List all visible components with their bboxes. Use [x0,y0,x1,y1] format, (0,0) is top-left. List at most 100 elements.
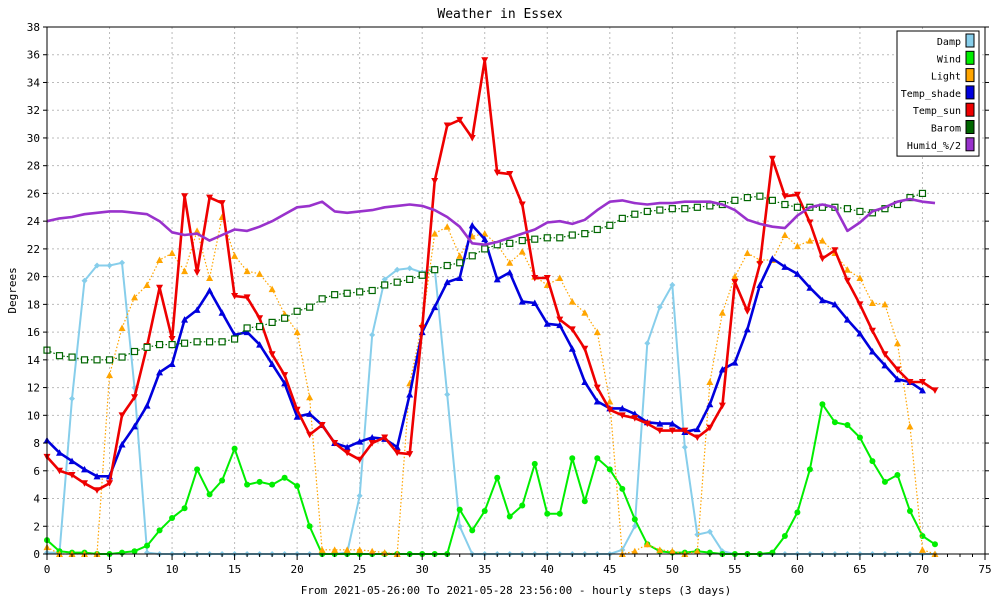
data-point-wind [494,474,501,481]
data-point-temp-sun [481,57,489,64]
data-point-temp-sun [768,155,776,163]
data-point-light [718,309,726,316]
data-point-barom [155,340,164,349]
data-point-temp-shade [793,270,801,277]
data-point-temp-shade [693,425,701,433]
data-point-temp-sun [193,269,201,276]
legend-label-temp-shade: Temp_shade [901,89,961,100]
legend-label-wind: Wind [937,54,961,65]
data-point-light [693,547,701,555]
y-tick-label: 26 [27,187,40,200]
data-point-temp-sun [743,308,751,315]
series-temp-shade [43,221,926,480]
data-point-temp-shade [193,306,201,313]
x-tick-label: 30 [416,563,429,576]
data-point-temp-shade [768,255,776,262]
data-point-barom [606,221,614,229]
data-point-light [506,259,514,266]
data-point-temp-sun [581,345,589,353]
data-point-temp-shade [456,274,464,282]
data-point-temp-sun [618,412,626,419]
data-point-barom [706,202,714,210]
y-tick-label: 20 [27,271,40,284]
data-point-temp-sun [518,201,526,209]
x-tick-label: 10 [165,563,178,576]
data-point-wind [206,491,213,498]
legend-label-light: Light [931,72,961,83]
y-tick-label: 38 [27,21,40,34]
data-point-damp [706,528,713,535]
x-axis-label: From 2021-05-26:00 To 2021-05-28 23:56:0… [301,584,731,597]
data-point-barom [368,286,376,295]
data-point-temp-sun [106,480,114,487]
data-point-wind [481,508,488,515]
data-point-barom [506,239,514,247]
x-tick-label: 70 [916,563,929,576]
data-point-barom [130,347,139,356]
data-point-light [318,546,326,553]
data-point-light [206,274,214,282]
y-tick-label: 22 [27,243,40,256]
data-point-wind [131,548,138,555]
data-point-temp-sun [706,424,714,432]
data-point-temp-shade [818,296,826,304]
data-point-barom [306,303,314,311]
data-point-temp-sun [693,434,701,442]
data-point-temp-shade [856,329,864,337]
data-point-temp-sun [893,366,901,374]
data-point-temp-sun [606,406,614,414]
data-point-temp-shade [806,284,814,291]
data-point-temp-sun [818,255,826,263]
data-point-temp-shade [181,316,189,323]
data-point-barom [231,335,239,343]
data-point-temp-sun [218,200,226,207]
data-point-light [356,546,364,553]
data-point-temp-sun [656,427,664,435]
data-point-temp-shade [506,268,514,276]
data-point-temp-shade [543,320,551,327]
data-point-light [906,422,914,430]
data-point-temp-sun [568,326,576,333]
data-point-temp-sun [393,449,401,457]
data-point-barom [393,278,401,286]
data-point-light [556,274,564,282]
data-point-light [156,256,164,263]
data-point-light [731,273,739,280]
data-point-temp-shade [443,278,451,286]
data-point-light [918,546,926,553]
data-point-light [306,393,314,401]
data-point-temp-shade [656,420,664,427]
data-point-barom [381,281,389,289]
data-point-temp-sun [681,427,689,435]
legend-label-damp: Damp [937,37,961,48]
data-point-light [643,540,651,548]
y-tick-label: 18 [27,298,40,311]
legend-swatch-damp [965,33,975,48]
data-point-light [568,298,576,305]
data-point-barom [543,234,551,242]
data-point-wind [281,474,288,481]
legend-swatch-light [965,68,975,83]
data-point-temp-sun [431,177,439,185]
data-point-temp-shade [306,410,314,417]
data-point-damp [381,276,388,283]
data-point-temp-sun [118,412,126,419]
data-point-barom [568,231,576,239]
data-point-light [293,328,301,336]
data-point-temp-shade [556,321,564,329]
data-point-temp-sun [443,122,451,129]
data-point-barom [406,275,414,284]
data-point-barom [793,203,802,211]
data-point-wind [181,505,188,512]
data-point-wind [819,401,826,408]
data-point-wind [794,509,801,516]
data-point-barom [331,291,339,299]
data-point-light [431,230,439,237]
data-point-light [131,293,139,301]
series-humid-2 [46,197,936,246]
data-point-temp-sun [668,427,676,435]
data-point-temp-sun [243,294,251,301]
data-point-temp-shade [243,328,251,336]
data-point-temp-shade [156,368,164,376]
